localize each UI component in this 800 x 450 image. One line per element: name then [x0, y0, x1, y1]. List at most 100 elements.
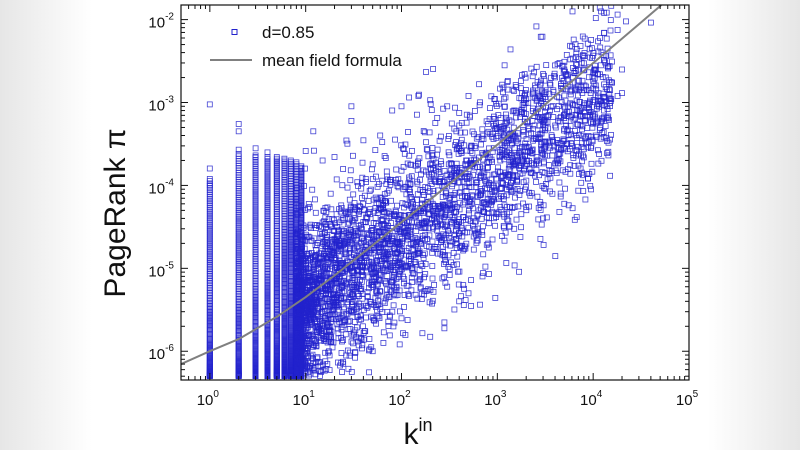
scatter-point: [454, 221, 461, 228]
scatter-point: [368, 166, 375, 173]
scatter-point: [235, 297, 242, 304]
scatter-point: [558, 99, 565, 105]
scatter-point: [437, 250, 444, 257]
scatter-point: [487, 105, 493, 111]
scatter-point: [444, 283, 451, 290]
scatter-point: [273, 234, 280, 241]
scatter-point: [318, 337, 324, 344]
scatter-point: [264, 220, 271, 227]
scatter-point: [447, 160, 454, 166]
scatter-point: [619, 66, 625, 73]
scatter-point: [497, 157, 504, 164]
scatter-point: [421, 274, 427, 281]
scatter-point: [293, 232, 300, 239]
scatter-point: [273, 186, 280, 192]
scatter-point: [335, 330, 342, 337]
scatter-point: [573, 97, 580, 104]
scatter-point: [471, 225, 478, 232]
scatter-point: [491, 189, 498, 196]
scatter-point: [520, 128, 527, 135]
scatter-point: [590, 50, 597, 56]
scatter-point: [334, 232, 341, 239]
scatter-point: [530, 94, 537, 101]
scatter-point: [390, 323, 397, 330]
left-blur-edge: [0, 0, 92, 450]
scatter-point: [518, 151, 525, 158]
scatter-point: [252, 247, 259, 254]
scatter-point: [555, 117, 561, 124]
scatter-point: [509, 162, 516, 169]
scatter-point: [426, 243, 433, 250]
scatter-point: [359, 342, 366, 349]
scatter-point: [465, 290, 472, 297]
scatter-point: [604, 138, 610, 144]
scatter-point: [317, 250, 324, 257]
scatter-point: [252, 257, 259, 264]
scatter-point: [442, 279, 449, 286]
scatter-point: [336, 253, 343, 260]
scatter-point: [601, 29, 607, 36]
scatter-point: [478, 141, 484, 148]
scatter-point: [516, 148, 523, 155]
scatter-point: [331, 301, 338, 308]
scatter-point: [287, 197, 294, 204]
scatter-point: [303, 231, 309, 238]
scatter-point: [315, 297, 322, 304]
scatter-point: [474, 179, 481, 186]
scatter-point: [273, 229, 280, 236]
scatter-point: [535, 216, 542, 223]
scatter-point: [206, 293, 213, 300]
scatter-point: [206, 291, 213, 298]
scatter-point: [563, 122, 570, 129]
scatter-point: [561, 92, 568, 99]
scatter-point: [351, 256, 358, 263]
scatter-point: [455, 268, 461, 275]
scatter-point: [360, 137, 367, 144]
scatter-point: [509, 188, 516, 195]
scatter-point: [328, 285, 335, 292]
scatter-point: [273, 174, 280, 181]
scatter-point: [264, 239, 271, 246]
scatter-point: [567, 42, 573, 49]
scatter-point: [490, 116, 497, 122]
scatter-point: [206, 286, 213, 293]
scatter-point: [448, 220, 455, 227]
scatter-point: [446, 230, 453, 237]
scatter-point: [397, 267, 404, 274]
scatter-point: [440, 105, 447, 112]
scatter-point: [556, 208, 563, 215]
scatter-point: [477, 191, 484, 198]
scatter-point: [598, 8, 604, 15]
scatter-point: [539, 182, 546, 189]
scatter-point: [454, 253, 461, 260]
scatter-point: [293, 210, 300, 217]
scatter-point: [358, 345, 365, 352]
scatter-point: [390, 302, 397, 309]
scatter-point: [409, 147, 415, 154]
scatter-point: [325, 215, 332, 222]
scatter-point: [287, 200, 294, 207]
scatter-point: [587, 54, 593, 61]
scatter-point: [252, 238, 259, 245]
scatter-point: [323, 334, 330, 341]
scatter-point: [604, 150, 610, 157]
scatter-point: [327, 251, 334, 258]
scatter-point: [548, 132, 555, 139]
scatter-point: [562, 97, 569, 104]
scatter-point: [407, 161, 414, 168]
scatter-point: [273, 226, 280, 233]
scatter-point: [287, 167, 294, 174]
scatter-point: [369, 226, 376, 233]
scatter-point: [529, 160, 536, 167]
scatter-point: [281, 185, 288, 192]
scatter-point: [391, 319, 398, 326]
scatter-point: [264, 244, 271, 251]
scatter-point: [424, 147, 431, 154]
scatter-point: [439, 205, 446, 212]
scatter-point: [330, 245, 337, 252]
scatter-point: [543, 104, 549, 111]
scatter-point: [526, 189, 532, 196]
scatter-point: [338, 359, 345, 366]
scatter-point: [485, 271, 492, 277]
scatter-point: [595, 117, 601, 124]
